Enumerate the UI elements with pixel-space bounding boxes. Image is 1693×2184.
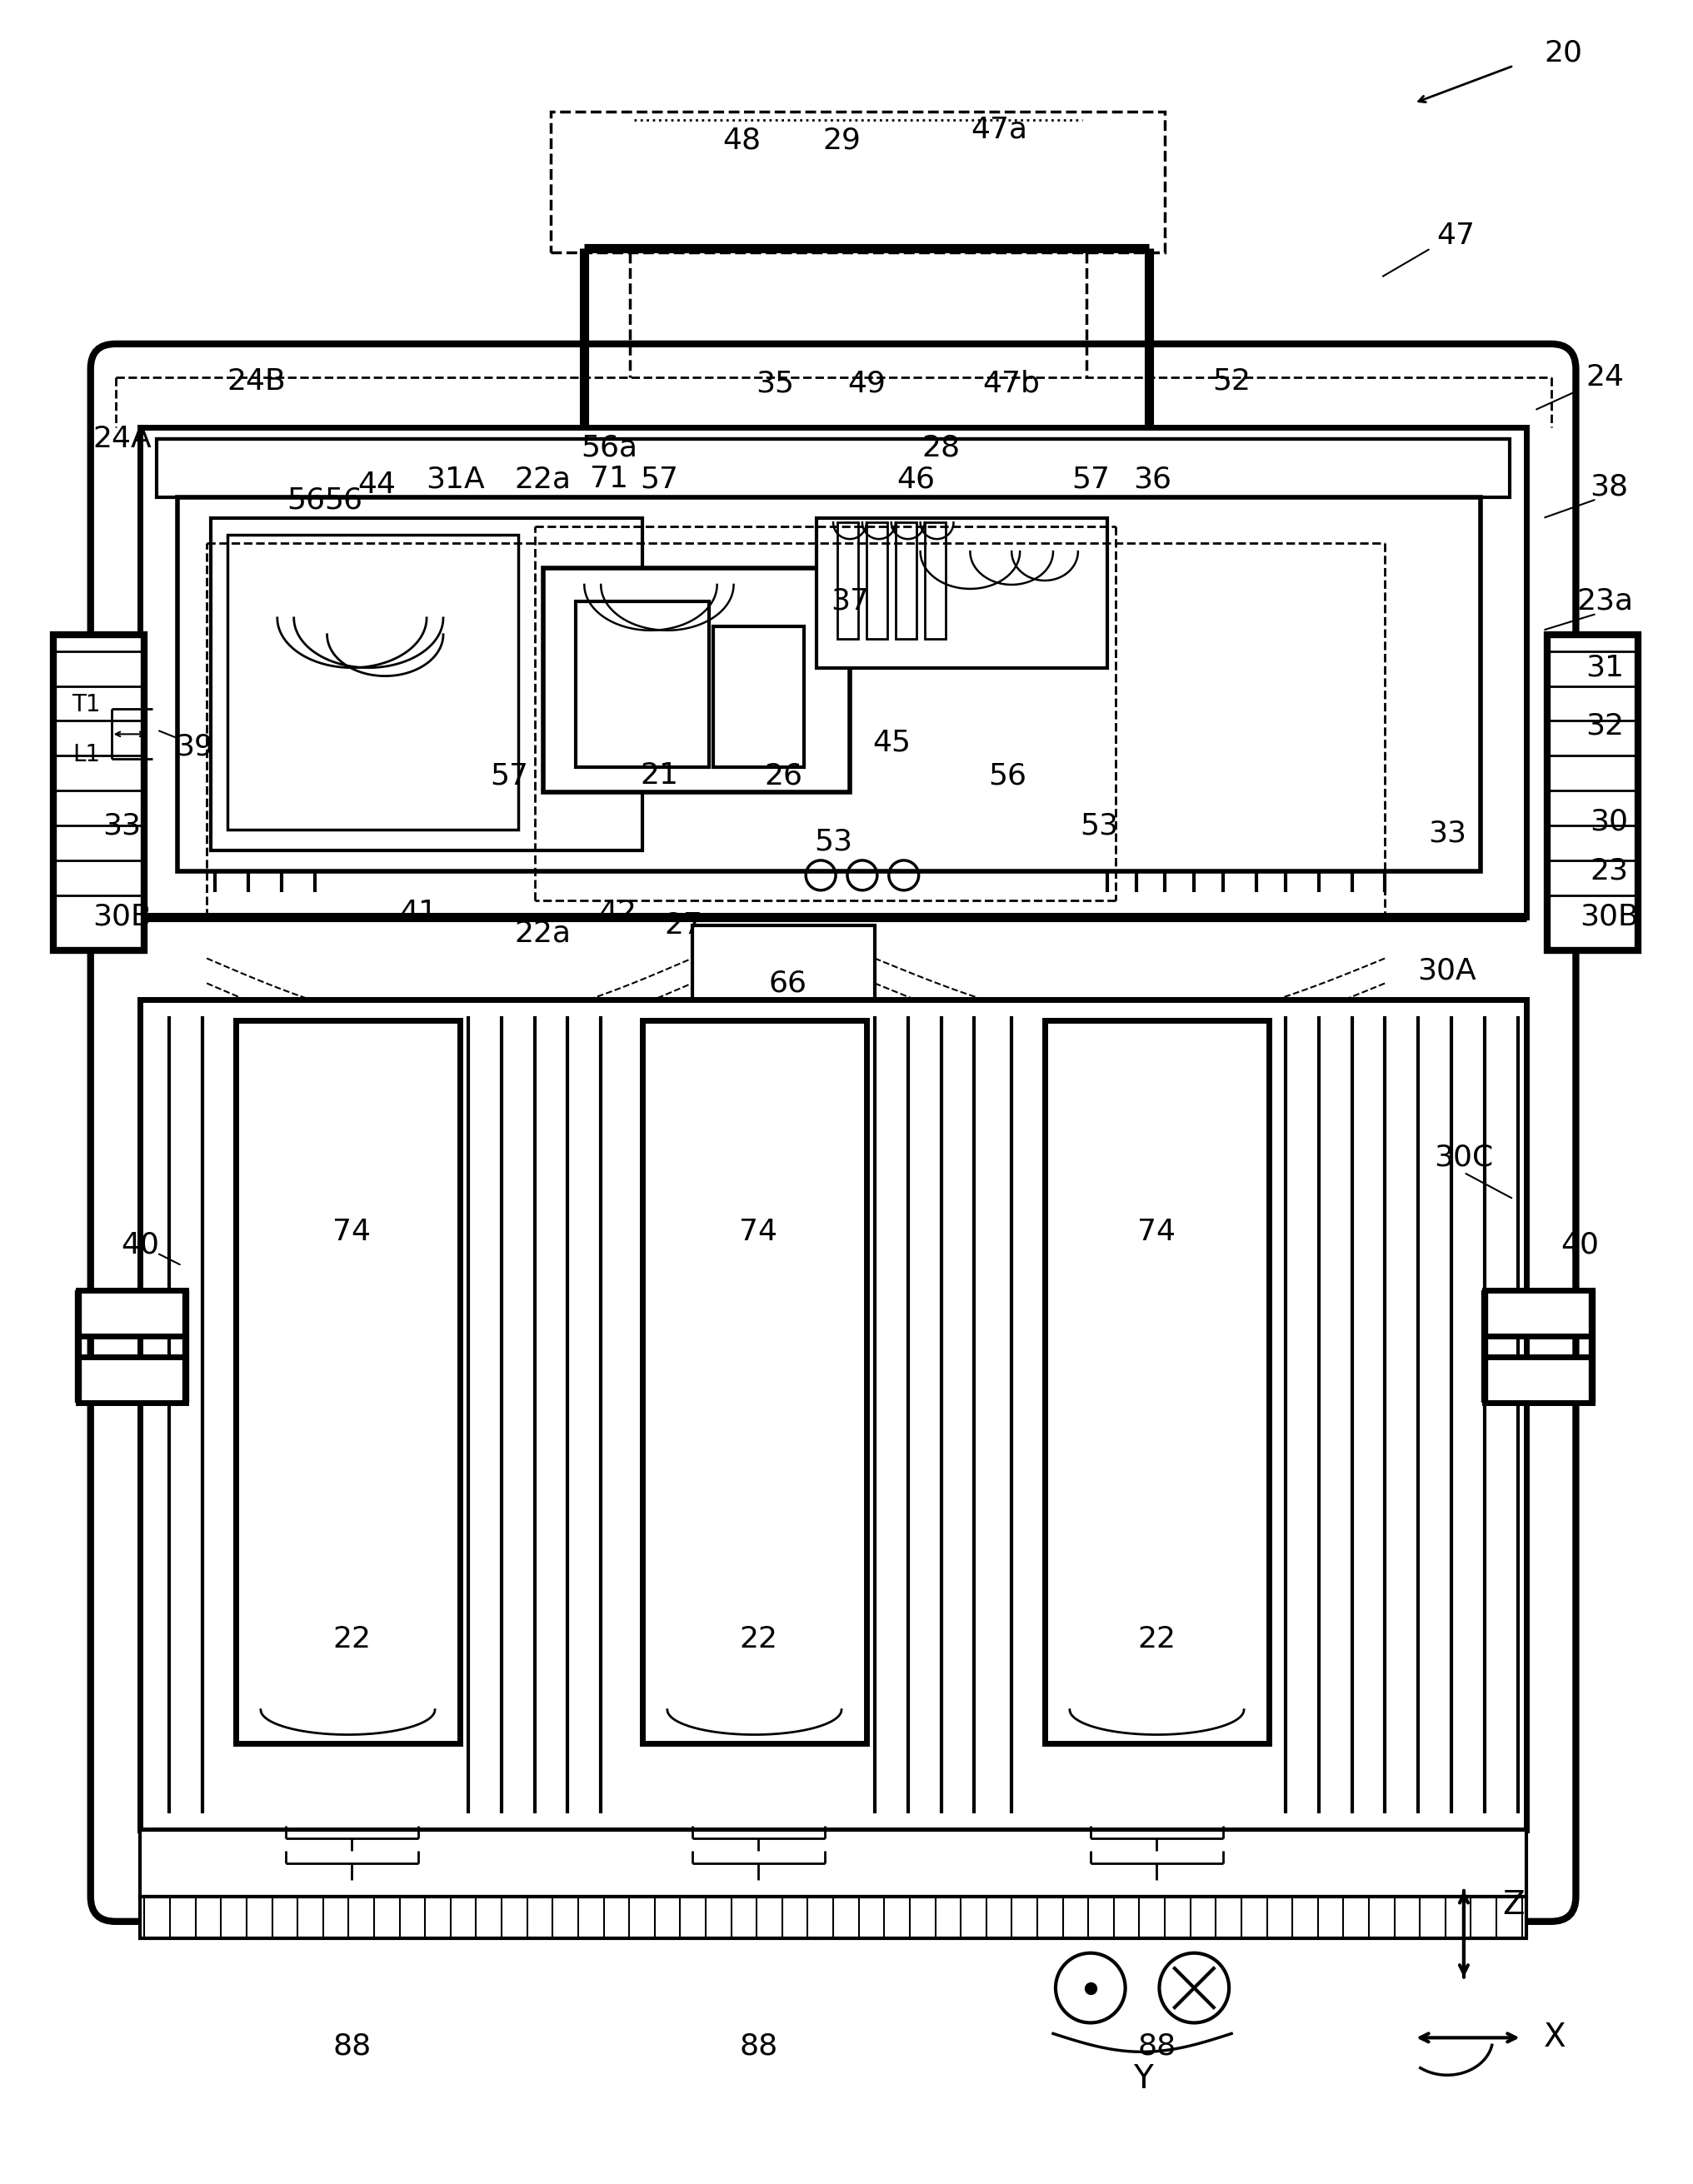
Text: T1: T1 — [73, 692, 102, 716]
Text: 47a: 47a — [970, 116, 1028, 144]
Bar — [1483, 1356, 1591, 1402]
Text: 46: 46 — [897, 465, 935, 494]
Bar — [713, 627, 804, 767]
Text: 37: 37 — [830, 587, 869, 616]
Text: 33: 33 — [1427, 819, 1466, 847]
Bar — [867, 522, 887, 638]
Text: 27: 27 — [664, 911, 703, 939]
Text: 40: 40 — [1559, 1230, 1598, 1258]
Bar — [178, 498, 1480, 871]
Text: X: X — [1544, 2022, 1566, 2053]
Text: 30: 30 — [1590, 808, 1627, 836]
Text: 31: 31 — [1585, 653, 1624, 681]
Text: 28: 28 — [921, 432, 960, 461]
Bar — [550, 111, 1165, 253]
Bar — [141, 1896, 1525, 1937]
Bar — [78, 1291, 186, 1337]
Text: Y: Y — [1133, 2064, 1153, 2094]
Text: 66: 66 — [769, 970, 806, 998]
Text: 23a: 23a — [1576, 587, 1632, 616]
Text: 47b: 47b — [982, 369, 1040, 397]
Text: 44: 44 — [357, 472, 396, 500]
Text: 48: 48 — [723, 127, 760, 155]
Text: 22: 22 — [740, 1625, 777, 1653]
Text: Z: Z — [1502, 1889, 1524, 1920]
Text: 22a: 22a — [515, 465, 571, 494]
Text: 32: 32 — [1585, 712, 1624, 740]
Text: 29: 29 — [823, 127, 860, 155]
Text: 53: 53 — [814, 828, 852, 856]
Text: 39: 39 — [174, 732, 213, 760]
Bar — [235, 1020, 459, 1743]
Text: 30A: 30A — [1417, 957, 1476, 985]
Text: 47: 47 — [1436, 223, 1475, 251]
Text: 41: 41 — [400, 898, 437, 926]
Text: 53: 53 — [1078, 810, 1117, 839]
Bar — [1483, 1291, 1591, 1337]
Bar — [78, 1356, 186, 1402]
Bar — [141, 426, 1525, 917]
FancyBboxPatch shape — [90, 343, 1574, 1922]
Text: 24B: 24B — [227, 367, 286, 395]
Text: 35: 35 — [755, 369, 794, 397]
Bar — [576, 601, 708, 767]
Text: 56a: 56a — [581, 432, 637, 461]
Text: 71: 71 — [589, 465, 628, 494]
Bar — [816, 518, 1107, 668]
Text: 30B: 30B — [1580, 902, 1637, 930]
Bar — [542, 568, 850, 793]
Text: 40: 40 — [122, 1230, 159, 1258]
Text: 36: 36 — [1133, 465, 1172, 494]
Text: 88: 88 — [1138, 2031, 1175, 2060]
Text: 22a: 22a — [515, 919, 571, 948]
Text: 74: 74 — [1138, 1219, 1175, 1247]
Bar — [692, 926, 874, 1024]
Text: 88: 88 — [738, 2031, 777, 2060]
Text: 30B: 30B — [93, 902, 151, 930]
Bar — [52, 636, 144, 950]
Bar — [157, 439, 1508, 498]
Text: 23: 23 — [1590, 856, 1627, 885]
Text: 56: 56 — [987, 762, 1026, 791]
Text: 56: 56 — [325, 485, 362, 513]
Text: 22: 22 — [1138, 1625, 1175, 1653]
Bar — [227, 535, 518, 830]
Bar — [141, 1830, 1525, 1896]
Text: 56: 56 — [288, 485, 325, 513]
Bar — [1045, 1020, 1268, 1743]
Text: 52: 52 — [1212, 367, 1249, 395]
Text: L1: L1 — [73, 743, 100, 767]
Text: 33: 33 — [103, 810, 141, 839]
Text: 30C: 30C — [1434, 1144, 1493, 1173]
Text: 21: 21 — [640, 762, 677, 791]
Text: 74: 74 — [332, 1219, 371, 1247]
Text: 42: 42 — [598, 898, 637, 926]
Text: 20: 20 — [1544, 39, 1581, 68]
Text: 24: 24 — [1585, 363, 1624, 391]
Text: 24A: 24A — [93, 426, 152, 454]
Text: 57: 57 — [1070, 465, 1109, 494]
Bar — [836, 522, 858, 638]
Text: 74: 74 — [740, 1219, 777, 1247]
Text: 57: 57 — [491, 762, 528, 791]
Bar — [212, 518, 642, 850]
Text: 22: 22 — [332, 1625, 371, 1653]
Bar — [141, 1000, 1525, 1830]
Bar — [642, 1020, 867, 1743]
Text: 57: 57 — [640, 465, 677, 494]
Text: 45: 45 — [872, 727, 911, 756]
Text: 31A: 31A — [427, 465, 484, 494]
Text: 88: 88 — [332, 2031, 371, 2060]
Bar — [924, 522, 945, 638]
Bar — [896, 522, 916, 638]
Bar — [1546, 636, 1637, 950]
Text: 49: 49 — [846, 369, 885, 397]
Text: 38: 38 — [1590, 472, 1627, 500]
Text: 26: 26 — [764, 762, 802, 791]
